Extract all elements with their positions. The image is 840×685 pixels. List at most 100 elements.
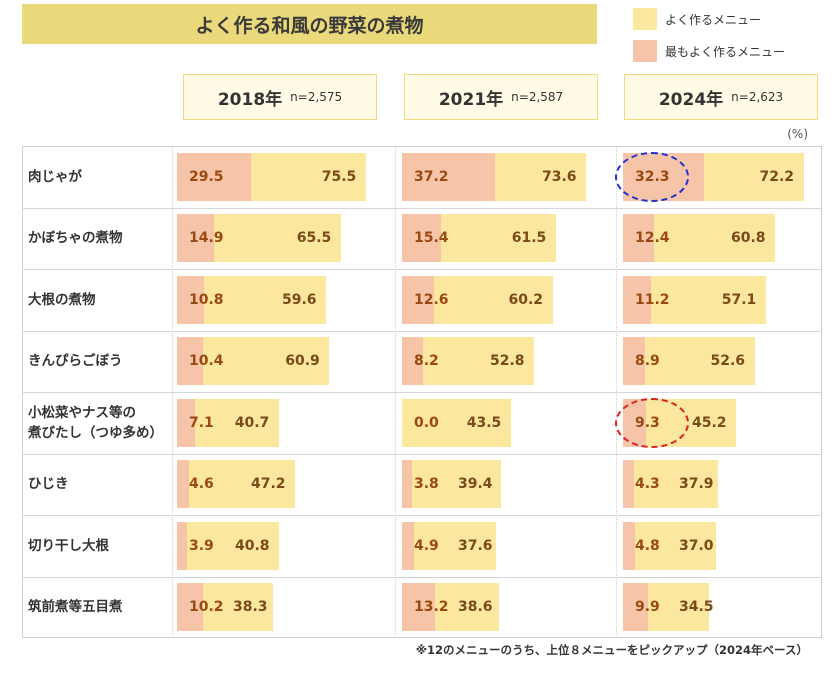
footnote: ※12のメニューのうち、上位８メニューをピックアップ（2024年ベース） — [415, 643, 808, 657]
row-divider — [22, 330, 822, 332]
data-label-often: 45.2 — [692, 414, 727, 431]
data-label-often: 59.6 — [282, 291, 317, 308]
data-label-most: 14.9 — [189, 230, 224, 247]
bar-most — [623, 275, 651, 324]
data-label-most: 37.2 — [414, 168, 449, 185]
bar-most — [402, 337, 423, 386]
bar-often — [623, 460, 718, 509]
category-label: ひじき — [28, 474, 69, 494]
data-label-often: 38.3 — [233, 599, 268, 616]
data-label-often: 60.2 — [508, 291, 544, 308]
sample-size: n=2,623 — [731, 90, 784, 104]
category-label: きんぴらごぼう — [28, 351, 123, 371]
bar-most — [177, 460, 189, 509]
bar-most — [177, 398, 195, 447]
data-label-often: 47.2 — [251, 476, 286, 493]
data-label-most: 13.2 — [414, 599, 449, 616]
data-label-often: 37.0 — [679, 537, 714, 554]
data-label-often: 39.4 — [458, 476, 493, 493]
bar-most — [402, 214, 441, 263]
legend: よく作るメニュー 最もよく作るメニュー — [633, 6, 785, 70]
row-divider — [22, 269, 822, 270]
legend-label-most: 最もよく作るメニュー — [665, 44, 786, 59]
bar-often — [623, 521, 716, 570]
data-label-often: 60.9 — [285, 353, 320, 370]
legend-swatch-often — [633, 8, 657, 30]
category-label-line: 切り干し大根 — [28, 537, 109, 554]
bar-most — [402, 521, 415, 570]
data-label-most: 3.9 — [189, 537, 214, 554]
sample-size: n=2,575 — [290, 90, 343, 104]
data-label-most: 7.1 — [189, 414, 214, 431]
legend-item-often: よく作るメニュー — [633, 6, 785, 32]
bar-most — [402, 275, 434, 324]
bar-most — [623, 521, 635, 570]
bar-most — [402, 583, 435, 632]
data-label-often: 40.8 — [235, 537, 270, 554]
year-label: 2018年 — [217, 89, 283, 110]
data-label-often: 72.2 — [759, 168, 795, 185]
data-label-often: 57.1 — [721, 291, 757, 308]
category-label: 小松菜やナス等の 煮びたし（つゆ多め） — [28, 403, 163, 443]
data-label-most: 10.8 — [189, 291, 224, 308]
category-label-line: ひじき — [28, 476, 69, 493]
row-divider — [22, 392, 822, 393]
bar-most — [623, 460, 634, 509]
data-label-often: 37.6 — [458, 537, 493, 554]
data-label-most: 8.9 — [635, 353, 660, 370]
data-label-often: 65.5 — [296, 230, 332, 247]
data-label-most: 10.2 — [189, 599, 224, 616]
data-label-often: 61.5 — [511, 230, 547, 247]
sample-size: n=2,587 — [511, 90, 564, 104]
row-divider — [22, 576, 822, 578]
category-label-line: 小松菜やナス等の — [28, 404, 136, 421]
data-label-often: 40.7 — [234, 414, 270, 431]
year-header-2: 2024年 n=2,623 — [624, 74, 818, 120]
year-header-1: 2021年 n=2,587 — [404, 74, 598, 120]
category-label-line: 筑前煮等五目煮 — [28, 599, 123, 616]
row-divider — [22, 207, 822, 209]
data-label-most: 29.5 — [189, 168, 224, 185]
data-label-often: 37.9 — [679, 476, 714, 493]
bar-most — [177, 337, 203, 386]
bar-often — [402, 398, 511, 447]
data-label-often: 52.6 — [710, 353, 746, 370]
data-label-most: 4.8 — [635, 537, 660, 554]
bar-often — [177, 521, 279, 570]
legend-item-most: 最もよく作るメニュー — [633, 38, 785, 64]
bar-most — [402, 460, 412, 509]
bar-often — [402, 460, 501, 509]
data-label-most: 12.6 — [414, 291, 449, 308]
data-label-often: 75.5 — [321, 168, 357, 185]
data-label-most: 8.2 — [414, 353, 439, 370]
row-divider — [22, 515, 822, 516]
category-label: かぼちゃの煮物 — [28, 228, 123, 248]
bar-most — [177, 521, 187, 570]
legend-swatch-most — [633, 40, 657, 62]
data-label-most: 10.4 — [189, 353, 224, 370]
data-label-most: 9.9 — [635, 599, 660, 616]
highlight-circle-0 — [615, 152, 689, 202]
category-label: 筑前煮等五目煮 — [28, 597, 123, 617]
category-label: 大根の煮物 — [28, 290, 96, 310]
legend-label-often: よく作るメニュー — [665, 12, 762, 27]
year-header-0: 2018年 n=2,575 — [183, 74, 377, 120]
data-label-often: 38.6 — [458, 599, 493, 616]
data-label-often: 60.8 — [731, 230, 766, 247]
data-label-most: 15.4 — [414, 230, 449, 247]
chart-title: よく作る和風の野菜の煮物 — [22, 4, 597, 44]
category-label: 肉じゃが — [28, 167, 82, 187]
data-label-often: 52.8 — [490, 353, 525, 370]
data-label-most: 11.2 — [635, 291, 670, 308]
bar-often — [402, 337, 534, 386]
bar-most — [177, 214, 215, 263]
bar-most — [402, 152, 495, 201]
highlight-circle-1 — [615, 398, 689, 448]
category-label-line: きんぴらごぼう — [28, 353, 123, 370]
bar-most — [623, 214, 654, 263]
category-label: 切り干し大根 — [28, 536, 109, 556]
bar-most — [177, 275, 204, 324]
data-label-most: 0.0 — [414, 414, 439, 431]
category-label-line: 大根の煮物 — [28, 291, 96, 308]
unit-label: (%) — [787, 127, 808, 141]
